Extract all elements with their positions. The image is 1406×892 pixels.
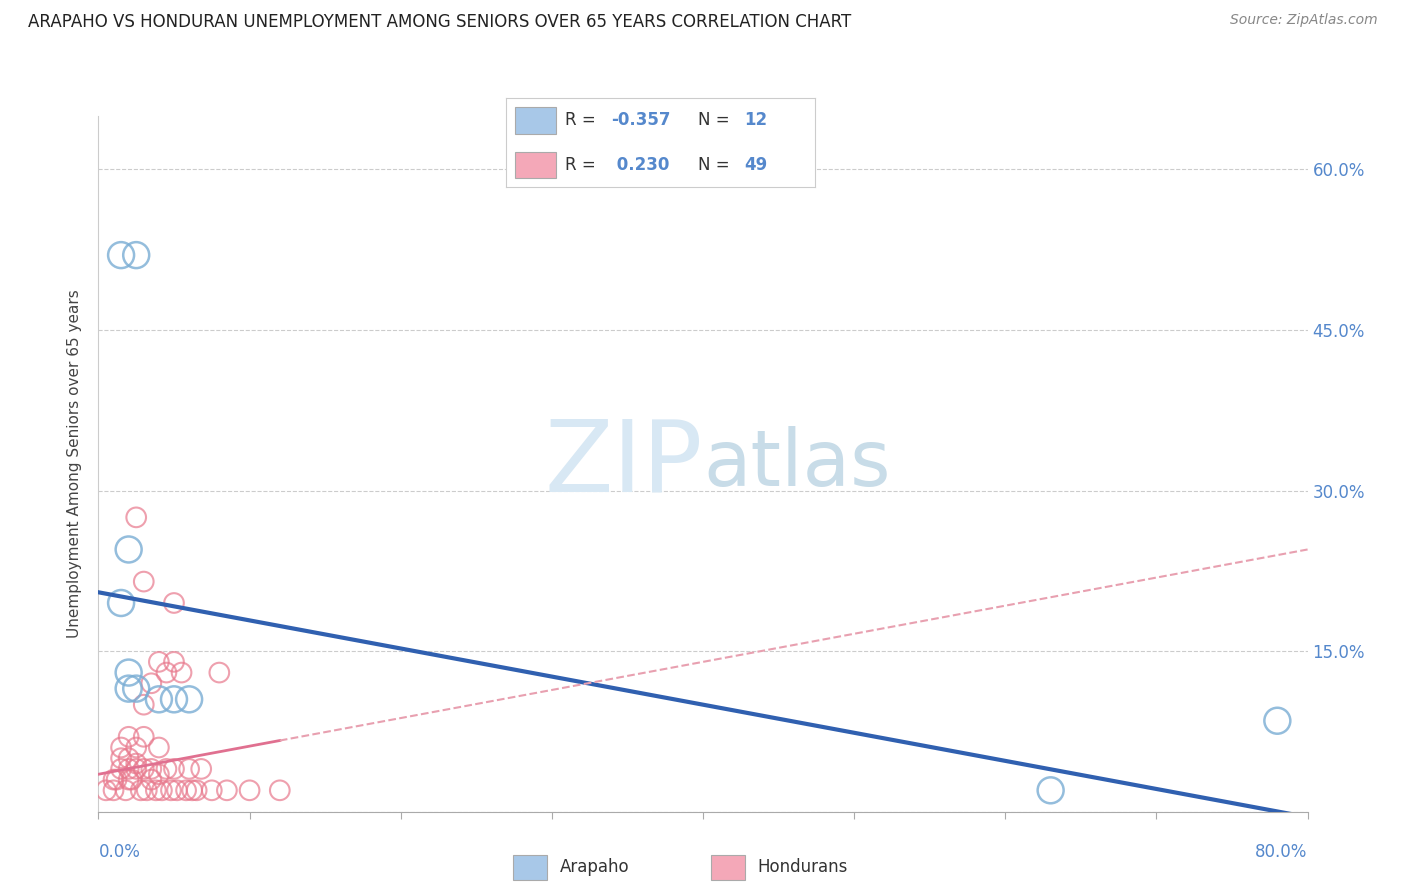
Text: 49: 49 <box>744 156 768 174</box>
Point <box>125 681 148 696</box>
Point <box>215 783 238 797</box>
Text: ZIP: ZIP <box>544 416 703 512</box>
Text: 12: 12 <box>744 112 768 129</box>
Point <box>125 740 148 755</box>
Point <box>110 248 132 262</box>
Point <box>132 574 155 589</box>
Point <box>208 665 231 680</box>
Text: N =: N = <box>697 112 735 129</box>
Point <box>201 783 224 797</box>
Text: -0.357: -0.357 <box>612 112 671 129</box>
Point <box>132 698 155 712</box>
Point <box>163 762 186 776</box>
Point <box>179 692 201 706</box>
Point <box>132 762 155 776</box>
Point <box>150 783 173 797</box>
Point <box>1267 714 1289 728</box>
Text: atlas: atlas <box>703 425 890 502</box>
Text: Hondurans: Hondurans <box>758 858 848 877</box>
Point <box>141 772 163 787</box>
Point <box>141 676 163 690</box>
Bar <box>513 855 547 880</box>
Bar <box>516 152 555 178</box>
Point <box>118 762 141 776</box>
Point <box>118 751 141 765</box>
Text: 0.230: 0.230 <box>612 156 669 174</box>
Point <box>118 542 141 557</box>
Point <box>170 665 193 680</box>
Point <box>105 772 128 787</box>
Point <box>110 762 132 776</box>
Point <box>148 692 170 706</box>
Point <box>103 772 125 787</box>
Point <box>148 655 170 669</box>
Point <box>125 510 148 524</box>
Point <box>160 783 183 797</box>
Bar <box>516 107 555 134</box>
Point <box>148 767 170 781</box>
Point <box>1039 783 1062 797</box>
Point <box>179 762 201 776</box>
Text: 80.0%: 80.0% <box>1256 843 1308 861</box>
Point <box>181 783 204 797</box>
Point <box>129 783 152 797</box>
Text: 0.0%: 0.0% <box>98 843 141 861</box>
Y-axis label: Unemployment Among Seniors over 65 years: Unemployment Among Seniors over 65 years <box>67 290 83 638</box>
Point <box>118 681 141 696</box>
Text: R =: R = <box>565 156 600 174</box>
Point <box>125 756 148 771</box>
Point <box>110 740 132 755</box>
Point <box>121 772 143 787</box>
Point <box>135 783 157 797</box>
Point <box>110 751 132 765</box>
Point <box>103 783 125 797</box>
Bar <box>711 855 745 880</box>
Point <box>118 730 141 744</box>
Point <box>163 655 186 669</box>
Point <box>190 762 212 776</box>
Point <box>155 665 177 680</box>
Point <box>114 783 136 797</box>
Text: ARAPAHO VS HONDURAN UNEMPLOYMENT AMONG SENIORS OVER 65 YEARS CORRELATION CHART: ARAPAHO VS HONDURAN UNEMPLOYMENT AMONG S… <box>28 13 852 31</box>
Text: N =: N = <box>697 156 735 174</box>
Point <box>141 762 163 776</box>
Point <box>163 596 186 610</box>
Point <box>132 730 155 744</box>
Point <box>269 783 291 797</box>
Point <box>239 783 262 797</box>
Point <box>125 762 148 776</box>
Point <box>166 783 188 797</box>
Point <box>110 596 132 610</box>
Text: R =: R = <box>565 112 600 129</box>
Point <box>148 740 170 755</box>
Point <box>118 665 141 680</box>
Point <box>118 772 141 787</box>
Point <box>174 783 197 797</box>
Point <box>163 692 186 706</box>
Point <box>94 783 117 797</box>
Text: Arapaho: Arapaho <box>560 858 630 877</box>
Text: Source: ZipAtlas.com: Source: ZipAtlas.com <box>1230 13 1378 28</box>
Point <box>186 783 208 797</box>
Point <box>125 248 148 262</box>
Point <box>145 783 167 797</box>
Point <box>155 762 177 776</box>
